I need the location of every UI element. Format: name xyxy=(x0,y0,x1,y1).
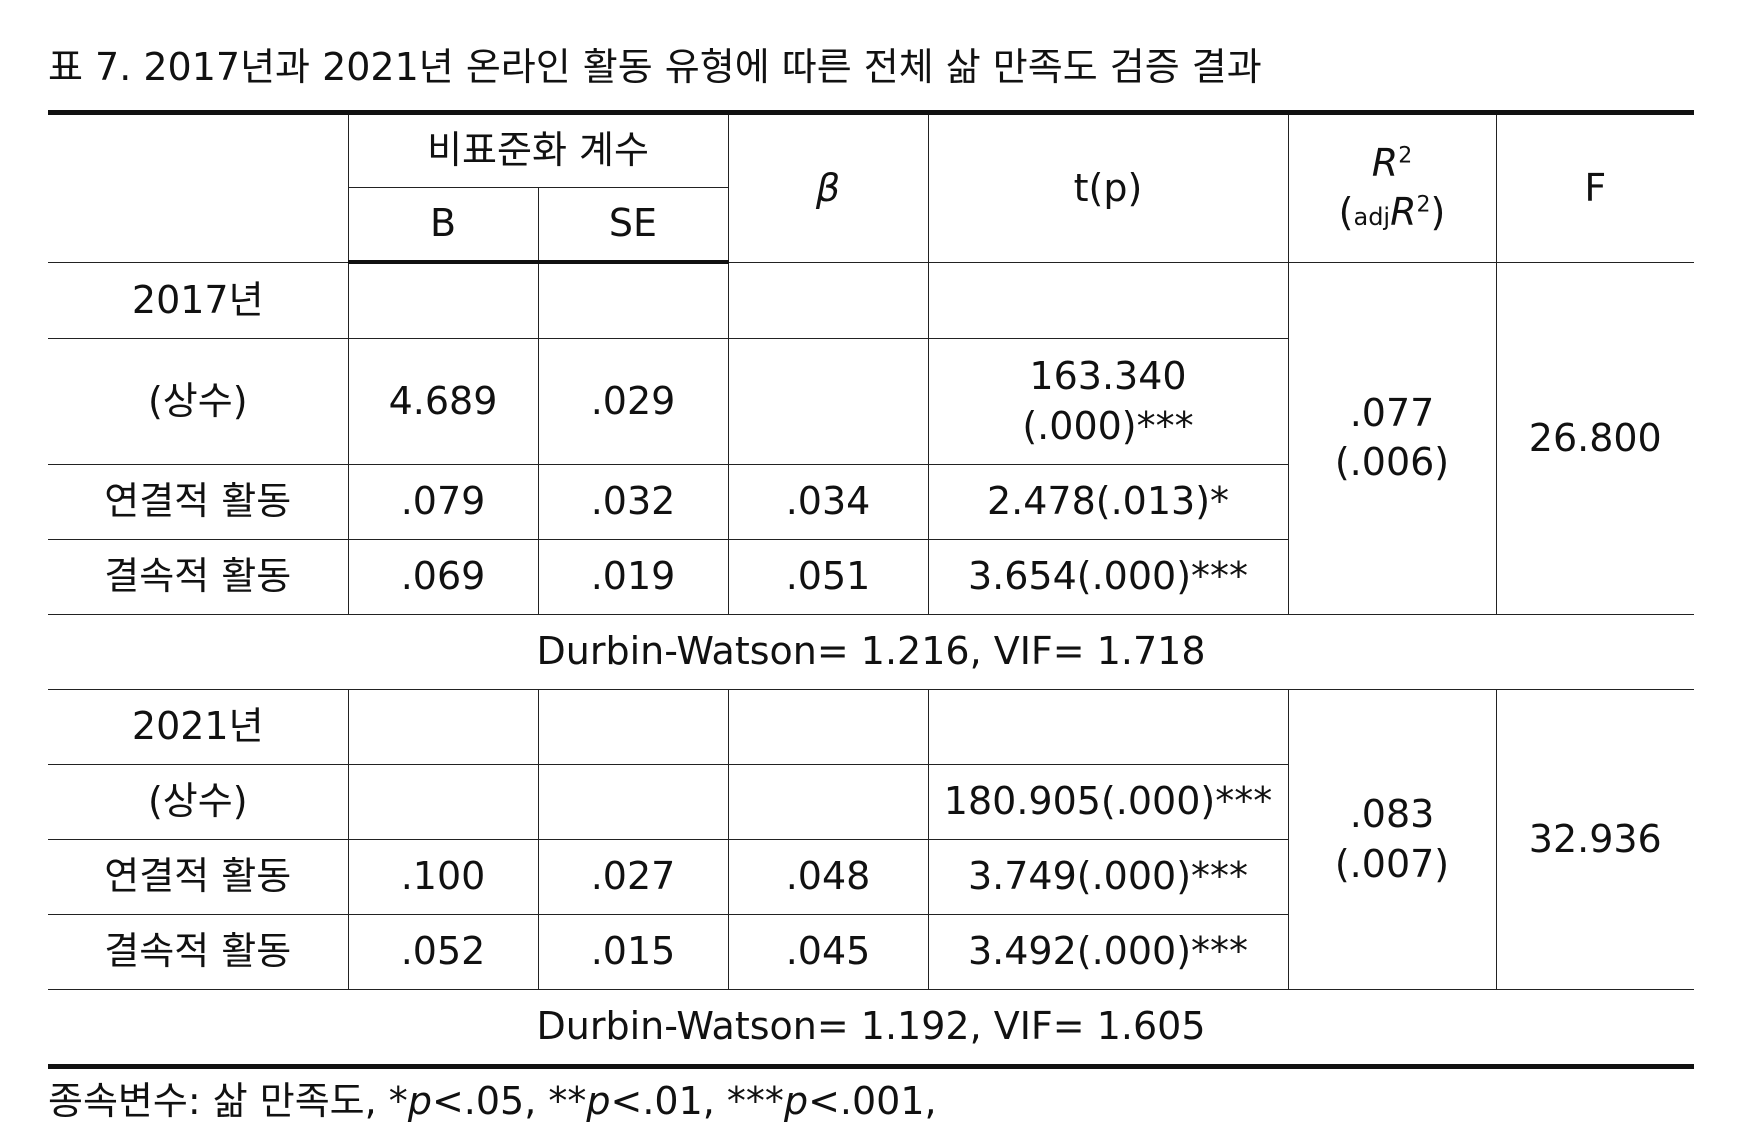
header-r2-letter: R xyxy=(1371,140,1399,185)
cell-beta: .045 xyxy=(727,914,929,990)
table-row: (상수) 4.689 .029 163.340 (.000)*** xyxy=(48,338,1694,465)
row-label: 결속적 활동 xyxy=(48,914,349,990)
header-se: SE xyxy=(537,187,728,264)
cell-tp: 2.478(.013)* xyxy=(927,464,1288,540)
cell-se: .019 xyxy=(537,539,729,615)
f-value: 26.800 xyxy=(1495,261,1694,615)
table-title: 표 7. 2017년과 2021년 온라인 활동 유형에 따른 전체 삶 만족도… xyxy=(48,45,1262,89)
cell-b: .079 xyxy=(347,464,539,540)
table-footnote: 종속변수: 삶 만족도, *p<.05, **p<.01, ***p<.001, xyxy=(48,1070,937,1125)
cell-b: .052 xyxy=(347,914,539,990)
header-adj-letter: R xyxy=(1390,190,1417,235)
footnote-t3: <.001, xyxy=(808,1079,937,1123)
cell-b: .069 xyxy=(347,539,539,615)
cell-tp: 163.340 (.000)*** xyxy=(927,338,1288,465)
cell-tp: 3.749(.000)*** xyxy=(927,839,1288,915)
f-value: 32.936 xyxy=(1495,689,1694,990)
header-adj-r2-line: (adjR2) xyxy=(1289,188,1496,237)
header-adj-close: ) xyxy=(1430,190,1446,235)
table-row: (상수) 180.905(.000)*** xyxy=(48,764,1694,840)
cell-se: .029 xyxy=(537,338,729,465)
cell-b: .100 xyxy=(347,839,539,915)
table-row: 연결적 활동 .100 .027 .048 3.749(.000)*** xyxy=(48,839,1694,915)
table-row: Durbin-Watson= 1.192, VIF= 1.605 xyxy=(48,989,1694,1067)
table-row: 결속적 활동 .069 .019 .051 3.654(.000)*** xyxy=(48,539,1694,615)
empty-cell xyxy=(537,261,729,339)
footnote-p3: p xyxy=(783,1079,809,1123)
year-label: 2017년 xyxy=(48,261,349,339)
cell-beta xyxy=(727,338,929,465)
cell-beta xyxy=(727,764,929,840)
empty-cell xyxy=(727,261,929,339)
cell-beta: .034 xyxy=(727,464,929,540)
cell-tp: 3.492(.000)*** xyxy=(927,914,1288,990)
cell-b xyxy=(347,764,539,840)
footnote-t2: <.01, *** xyxy=(610,1079,784,1123)
durbin-watson-row: Durbin-Watson= 1.216, VIF= 1.718 xyxy=(48,614,1694,690)
cell-beta: .048 xyxy=(727,839,929,915)
row-label: (상수) xyxy=(48,338,349,465)
year-label: 2021년 xyxy=(48,689,349,765)
table-row: 연결적 활동 .079 .032 .034 2.478(.013)* xyxy=(48,464,1694,540)
header-row-1: 비표준화 계수 β t(p) R2 (adjR2) F xyxy=(48,112,1694,263)
empty-cell xyxy=(537,689,729,765)
header-unstandardized: 비표준화 계수 xyxy=(347,112,729,188)
header-r2-exp: 2 xyxy=(1398,143,1413,169)
header-adj-open: ( xyxy=(1338,190,1354,235)
row-label: 연결적 활동 xyxy=(48,464,349,540)
empty-cell xyxy=(347,261,539,339)
cell-se xyxy=(537,764,729,840)
header-b: B xyxy=(348,187,539,264)
cell-beta: .051 xyxy=(727,539,929,615)
header-adj-sub: adj xyxy=(1353,203,1391,232)
header-adj-exp: 2 xyxy=(1416,192,1431,218)
header-blank-cell xyxy=(48,112,349,263)
footnote-t1: <.05, ** xyxy=(431,1079,587,1123)
r2-value: .077 (.006) xyxy=(1287,261,1497,615)
footnote-p1: p xyxy=(407,1079,432,1123)
empty-cell xyxy=(347,689,539,765)
footnote-prefix: 종속변수: 삶 만족도, * xyxy=(48,1079,408,1123)
r2-lines: .077 (.006) xyxy=(1334,390,1450,485)
empty-cell xyxy=(927,689,1289,765)
header-beta: β xyxy=(727,112,929,263)
row-label: (상수) xyxy=(48,764,349,840)
row-label: 연결적 활동 xyxy=(48,839,349,915)
empty-cell xyxy=(927,261,1289,339)
table-row: Durbin-Watson= 1.216, VIF= 1.718 xyxy=(48,614,1694,690)
header-r2: R2 (adjR2) xyxy=(1287,112,1497,263)
r2-lines: .083 (.007) xyxy=(1334,792,1450,886)
header-f: F xyxy=(1495,112,1694,263)
header-r2-line: R2 xyxy=(1289,139,1496,188)
cell-b: 4.689 xyxy=(347,338,539,465)
row-label: 결속적 활동 xyxy=(48,539,349,615)
table-row: 2017년 .077 (.006) 26.800 xyxy=(48,261,1694,615)
header-row-2: B SE xyxy=(48,187,1694,264)
cell-tp: 3.654(.000)*** xyxy=(927,539,1288,615)
cell-se: .015 xyxy=(537,914,729,990)
header-tp: t(p) xyxy=(927,112,1289,263)
durbin-watson-row: Durbin-Watson= 1.192, VIF= 1.605 xyxy=(48,989,1694,1067)
table-row: 2021년 .083 (.007) 32.936 xyxy=(48,689,1694,990)
cell-se: .027 xyxy=(537,839,729,915)
regression-table: 비표준화 계수 β t(p) R2 (adjR2) F B SE 2017년 .… xyxy=(48,110,1694,1069)
cell-se: .032 xyxy=(537,464,729,540)
cell-tp-text: 163.340 (.000)*** xyxy=(1022,354,1194,448)
cell-tp: 180.905(.000)*** xyxy=(927,764,1288,840)
table-row: 결속적 활동 .052 .015 .045 3.492(.000)*** xyxy=(48,914,1694,990)
r2-value: .083 (.007) xyxy=(1287,689,1497,990)
footnote-p2: p xyxy=(586,1079,611,1123)
empty-cell xyxy=(727,689,929,765)
